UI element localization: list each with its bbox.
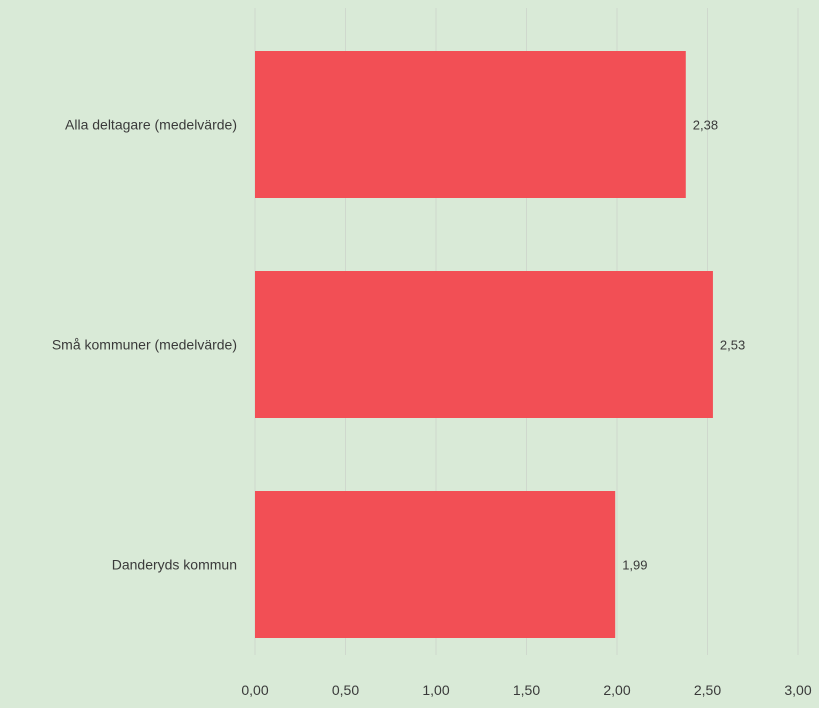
data-label-2: 1,99 — [622, 558, 647, 573]
bar-1 — [255, 271, 713, 418]
bar-0 — [255, 51, 686, 198]
category-label-0: Alla deltagare (medelvärde) — [65, 117, 237, 133]
x-tick-label-3: 1,50 — [513, 682, 540, 698]
x-tick-label-1: 0,50 — [332, 682, 359, 698]
data-label-1: 2,53 — [720, 338, 745, 353]
data-label-0: 2,38 — [693, 118, 718, 133]
label-layer: 0,00 0,50 1,00 1,50 2,00 2,50 3,00 Alla deltaga… — [52, 117, 812, 699]
x-tick-label-2: 1,00 — [422, 682, 449, 698]
x-tick-label-4: 2,00 — [603, 682, 630, 698]
x-tick-label-6: 3,00 — [784, 682, 811, 698]
bar-2 — [255, 491, 616, 638]
x-tick-label-0: 0,00 — [241, 682, 268, 698]
category-label-1: Små kommuner (medelvärde) — [52, 337, 237, 353]
bar-layer — [255, 51, 713, 638]
category-label-2: Danderyds kommun — [112, 557, 237, 573]
x-tick-label-5: 2,50 — [694, 682, 721, 698]
